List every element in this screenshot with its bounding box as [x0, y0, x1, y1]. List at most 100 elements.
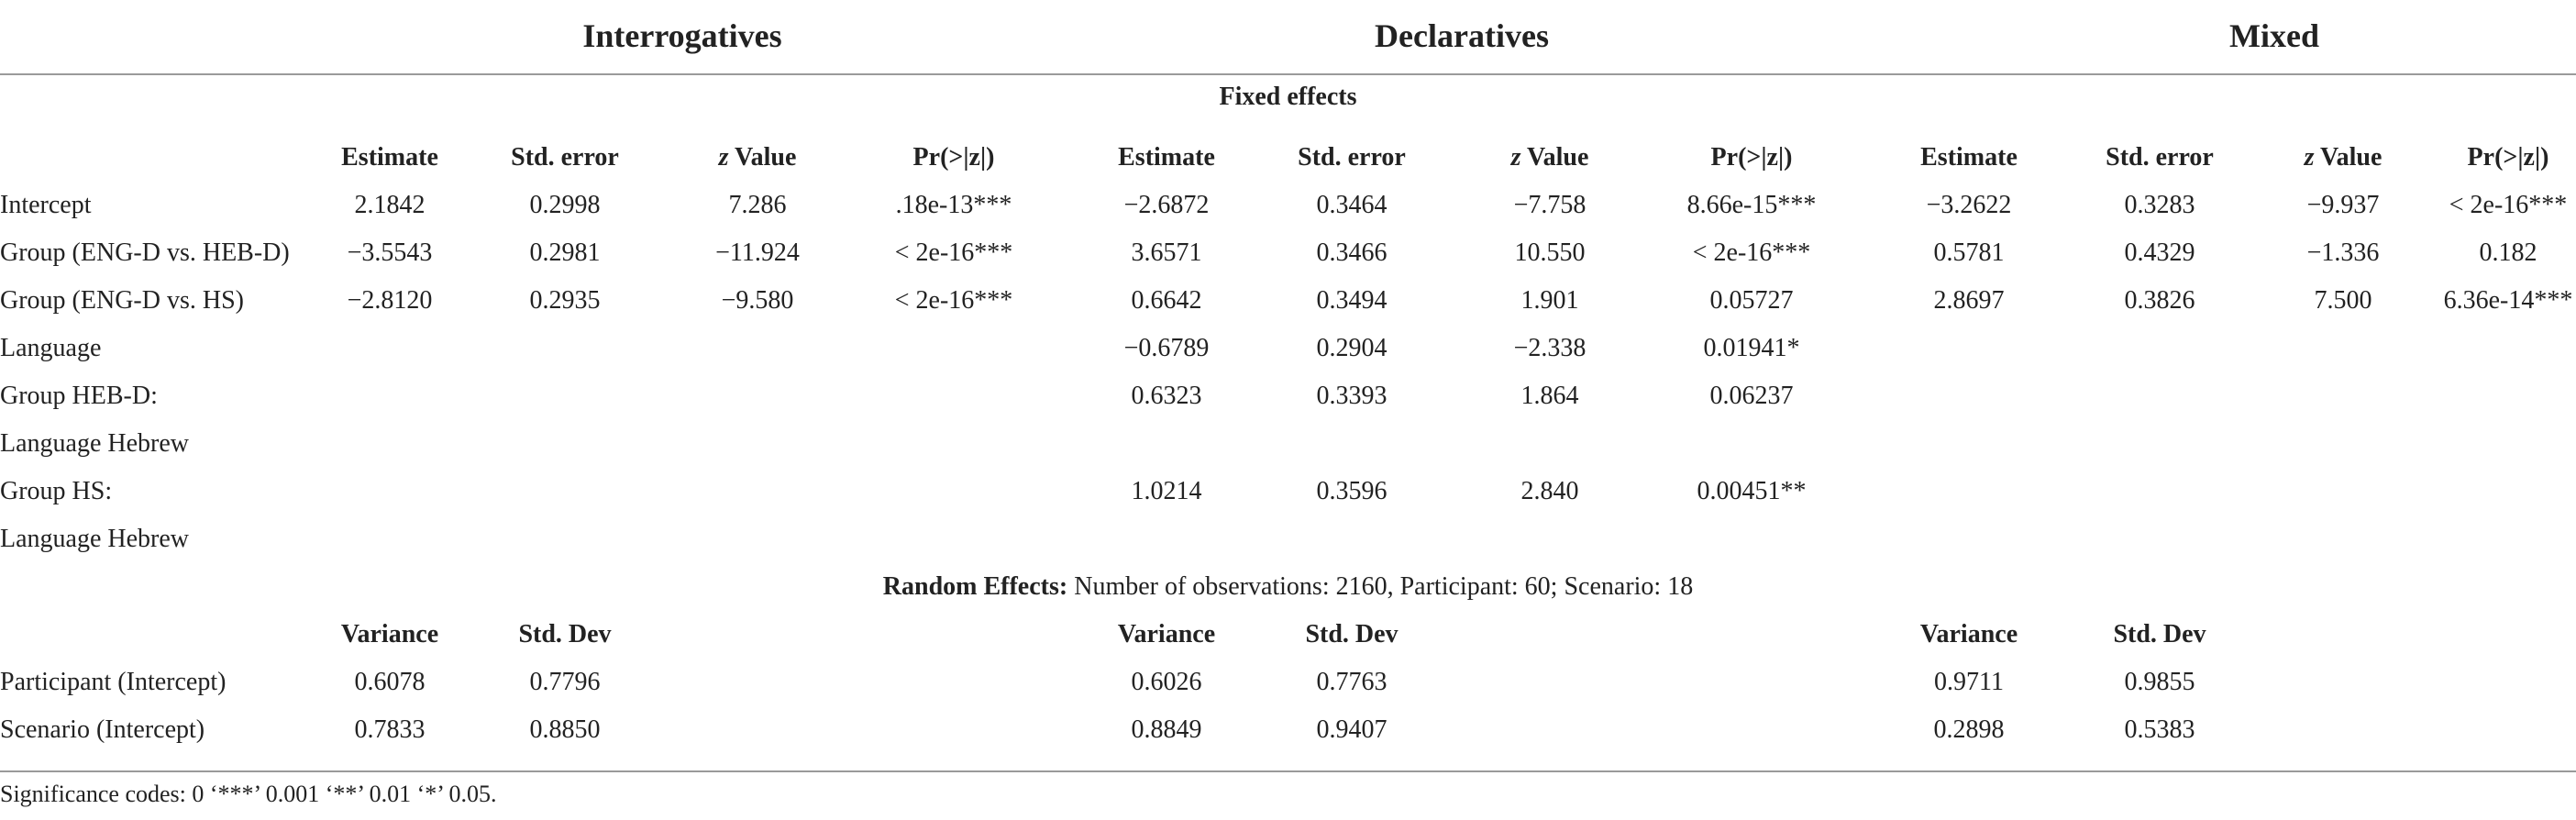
cell-dec-0: 0.6323: [1131, 382, 1202, 410]
header-declaratives: Declaratives: [1375, 17, 1549, 54]
cell-int-0: −3.5543: [347, 238, 433, 267]
cell-dec-3: 8.66e-15***: [1686, 191, 1817, 219]
row-label: Group (ENG-D vs. HS): [0, 286, 244, 315]
cell-int-1: 0.2998: [529, 191, 601, 219]
cell-mix-1: 0.3826: [2124, 286, 2195, 315]
table-row: Group (ENG-D vs. HEB-D) −3.5543 0.2981 −11.…: [0, 229, 2576, 277]
cell-mix-0: 0.2898: [1933, 715, 2005, 744]
row-label: Language Hebrew: [0, 429, 190, 458]
cell-mix-1: 0.9855: [2124, 668, 2195, 696]
col-pr-int: Pr(>|z|): [912, 143, 995, 172]
cell-int-3: .18e-13***: [895, 191, 1012, 219]
col-stderror-mix: Std. error: [2106, 143, 2214, 172]
cell-dec-3: < 2e-16***: [1692, 238, 1811, 267]
table-row: Language Hebrew: [0, 420, 2576, 468]
col-variance-mix: Variance: [1919, 620, 2018, 648]
cell-dec-2: −2.338: [1513, 334, 1587, 362]
col-pr-mix: Pr(>|z|): [2467, 143, 2549, 172]
table-row: Group (ENG-D vs. HS) −2.8120 0.2935 −9.580 <…: [0, 277, 2576, 325]
cell-int-0: 0.7833: [354, 715, 426, 744]
significance-footnote: Significance codes: 0 ‘***’ 0.001 ‘**’ 0…: [0, 781, 497, 807]
cell-dec-1: 0.3466: [1316, 238, 1388, 267]
row-label: Group HS:: [0, 477, 113, 505]
header-mixed: Mixed: [2229, 17, 2319, 54]
random-column-headers: Variance Std. Dev Variance Std. Dev Vari…: [0, 611, 2576, 659]
random-effects-title: Random Effects: Number of observations: …: [882, 572, 1694, 601]
cell-int-1: 0.7796: [529, 668, 601, 696]
table-row: Language −0.6789 0.2904 −2.338 0.01941*: [0, 325, 2576, 372]
col-stddev-int: Std. Dev: [518, 620, 612, 648]
cell-int-1: 0.8850: [529, 715, 601, 744]
row-label: Scenario (Intercept): [0, 715, 205, 744]
col-stderror-dec: Std. error: [1298, 143, 1406, 172]
cell-mix-1: 0.5383: [2124, 715, 2195, 744]
cell-dec-2: −7.758: [1513, 191, 1587, 219]
header-interrogatives: Interrogatives: [582, 17, 782, 54]
col-zvalue-mix: z Value: [2304, 143, 2383, 172]
cell-int-1: 0.2935: [529, 286, 601, 315]
cell-dec-3: 0.05727: [1709, 286, 1794, 315]
cell-mix-0: 0.5781: [1933, 238, 2005, 267]
cell-dec-2: 1.901: [1520, 286, 1579, 315]
cell-dec-2: 2.840: [1520, 477, 1579, 505]
cell-dec-0: 0.6642: [1131, 286, 1202, 315]
fixed-column-headers: Estimate Std. error z Value Pr(>|z|) Est…: [0, 134, 2576, 182]
cell-mix-2: −9.937: [2306, 191, 2380, 219]
cell-int-3: < 2e-16***: [894, 286, 1013, 315]
cell-int-3: < 2e-16***: [894, 238, 1013, 267]
cell-mix-0: 0.9711: [1934, 668, 2004, 696]
cell-mix-3: 6.36e-14***: [2443, 286, 2573, 315]
cell-mix-3: 0.182: [2479, 238, 2537, 267]
cell-dec-0: −0.6789: [1123, 334, 1210, 362]
cell-mix-0: 2.8697: [1933, 286, 2005, 315]
col-pr-dec: Pr(>|z|): [1710, 143, 1793, 172]
table-row: Group HS: 1.0214 0.3596 2.840 0.00451**: [0, 468, 2576, 515]
cell-dec-1: 0.2904: [1316, 334, 1388, 362]
cell-mix-2: 7.500: [2314, 286, 2372, 315]
row-label: Language Hebrew: [0, 525, 190, 553]
row-label: Intercept: [0, 191, 92, 219]
cell-dec-1: 0.3596: [1316, 477, 1388, 505]
cell-dec-1: 0.3494: [1316, 286, 1388, 315]
col-stddev-mix: Std. Dev: [2113, 620, 2206, 648]
cell-mix-1: 0.4329: [2124, 238, 2195, 267]
cell-dec-0: −2.6872: [1123, 191, 1210, 219]
cell-int-2: −11.924: [715, 238, 800, 267]
top-rule: [0, 73, 2576, 75]
cell-dec-0: 1.0214: [1131, 477, 1202, 505]
col-stderror-int: Std. error: [511, 143, 619, 172]
col-estimate-dec: Estimate: [1118, 143, 1215, 172]
table-row: Participant (Intercept) 0.6078 0.7796 0.602…: [0, 659, 2576, 706]
table-row: Group HEB-D: 0.6323 0.3393 1.864 0.06237: [0, 372, 2576, 420]
cell-int-2: 7.286: [728, 191, 787, 219]
bottom-rule: [0, 770, 2576, 772]
cell-int-0: −2.8120: [347, 286, 433, 315]
row-label: Group (ENG-D vs. HEB-D): [0, 238, 290, 267]
fixed-effects-title: Fixed effects: [1219, 83, 1357, 111]
cell-mix-2: −1.336: [2306, 238, 2380, 267]
cell-dec-1: 0.3464: [1316, 191, 1388, 219]
col-variance-dec: Variance: [1117, 620, 1216, 648]
row-label: Language: [0, 334, 102, 362]
col-estimate-int: Estimate: [341, 143, 438, 172]
cell-dec-1: 0.7763: [1316, 668, 1388, 696]
col-zvalue-dec: z Value: [1510, 143, 1589, 172]
col-stddev-dec: Std. Dev: [1305, 620, 1399, 648]
cell-dec-0: 3.6571: [1131, 238, 1202, 267]
row-label: Participant (Intercept): [0, 668, 227, 696]
cell-int-0: 0.6078: [354, 668, 426, 696]
cell-int-2: −9.580: [721, 286, 794, 315]
row-label: Group HEB-D:: [0, 382, 158, 410]
col-zvalue-int: z Value: [718, 143, 797, 172]
cell-mix-3: < 2e-16***: [2449, 191, 2568, 219]
cell-dec-2: 1.864: [1520, 382, 1579, 410]
cell-dec-3: 0.06237: [1709, 382, 1794, 410]
cell-mix-0: −3.2622: [1926, 191, 2012, 219]
col-variance-int: Variance: [340, 620, 439, 648]
cell-dec-1: 0.9407: [1316, 715, 1388, 744]
cell-dec-2: 10.550: [1514, 238, 1586, 267]
cell-dec-1: 0.3393: [1316, 382, 1388, 410]
cell-dec-3: 0.00451**: [1697, 477, 1807, 505]
table-row: Scenario (Intercept) 0.7833 0.8850 0.8849 0.…: [0, 706, 2576, 754]
table-row: Language Hebrew: [0, 515, 2576, 563]
